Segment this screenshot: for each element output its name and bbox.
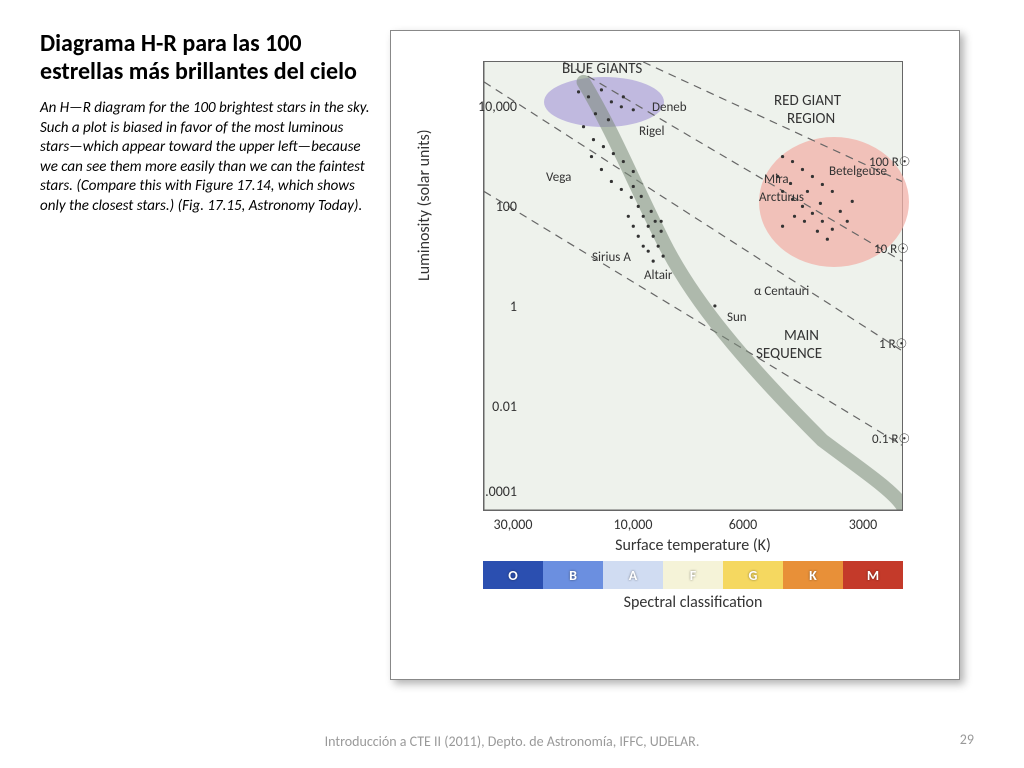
region-label: MAIN bbox=[784, 327, 819, 345]
slide-title: Diagrama H-R para las 100 estrellas más … bbox=[40, 30, 370, 85]
slide: Diagrama H-R para las 100 estrellas más … bbox=[0, 0, 1024, 768]
y-tick: 1 bbox=[457, 298, 517, 315]
radius-label: 0.1 R☉ bbox=[872, 432, 910, 447]
x-tick: 3000 bbox=[833, 516, 893, 533]
footer-text: Introducción a CTE II (2011), Depto. de … bbox=[312, 733, 712, 750]
plot-area: BLUE GIANTS RED GIANTREGION MAINSEQUENCE De… bbox=[483, 61, 903, 511]
star-label: Arcturus bbox=[759, 190, 804, 205]
spectral-class: M bbox=[843, 561, 903, 589]
spectral-caption: Spectral classification bbox=[483, 593, 903, 612]
star-label: Sun bbox=[727, 310, 747, 325]
y-tick: .0001 bbox=[457, 483, 517, 500]
star-label: Mira bbox=[764, 172, 789, 187]
spectral-class: A bbox=[603, 561, 663, 589]
hr-diagram: Luminosity (solar units) BLUE GIANTSRED … bbox=[423, 51, 943, 611]
region-label: RED GIANT bbox=[774, 92, 841, 110]
x-tick: 6000 bbox=[713, 516, 773, 533]
radius-label: 100 R☉ bbox=[869, 155, 910, 170]
radius-label: 10 R☉ bbox=[874, 242, 909, 257]
spectral-class: G bbox=[723, 561, 783, 589]
region-label: REGION bbox=[787, 110, 835, 128]
hr-diagram-frame: Luminosity (solar units) BLUE GIANTS RED … bbox=[390, 30, 960, 680]
star-label: Rigel bbox=[639, 124, 665, 139]
star-label: α Centauri bbox=[754, 284, 809, 299]
text-column: Diagrama H-R para las 100 estrellas más … bbox=[40, 30, 370, 708]
y-tick: 0.01 bbox=[457, 398, 517, 415]
spectral-class: K bbox=[783, 561, 843, 589]
star-label: Altair bbox=[644, 268, 672, 283]
region-label: BLUE GIANTS bbox=[562, 60, 642, 78]
slide-footer: Introducción a CTE II (2011), Depto. de … bbox=[0, 733, 1024, 750]
region-label: SEQUENCE bbox=[756, 345, 822, 363]
page-number: 29 bbox=[960, 731, 974, 748]
spectral-class: F bbox=[663, 561, 723, 589]
spectral-bar: OBAFGKM bbox=[483, 561, 903, 589]
star-label: Deneb bbox=[652, 100, 687, 115]
y-tick: 100 bbox=[457, 198, 517, 215]
x-axis-label: Surface temperature (K) bbox=[483, 536, 903, 555]
y-axis-label: Luminosity (solar units) bbox=[415, 129, 434, 281]
spectral-class: B bbox=[543, 561, 603, 589]
slide-caption: An H—R diagram for the 100 brightest sta… bbox=[40, 99, 370, 216]
star-label: Sirius A bbox=[592, 250, 631, 265]
x-tick: 10,000 bbox=[603, 516, 663, 533]
star-label: Vega bbox=[546, 170, 571, 185]
spectral-class: O bbox=[483, 561, 543, 589]
radius-label: 1 R☉ bbox=[879, 337, 907, 352]
x-tick: 30,000 bbox=[483, 516, 543, 533]
y-tick: 10,000 bbox=[457, 98, 517, 115]
plot-svg bbox=[484, 62, 902, 510]
